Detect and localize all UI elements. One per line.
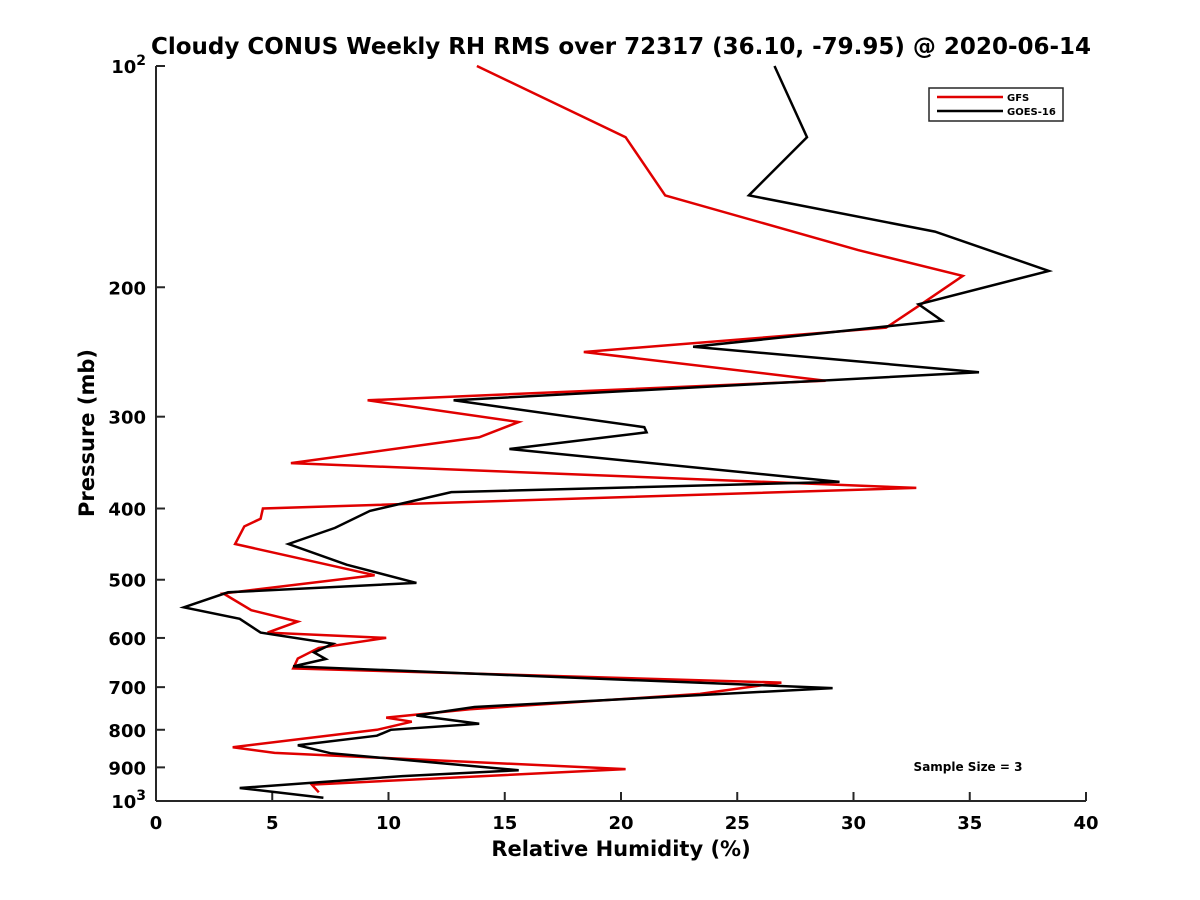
- y-tick-label: 102: [111, 53, 146, 78]
- x-tick-label: 15: [492, 813, 517, 834]
- legend-box: [928, 87, 1064, 122]
- y-tick-label: 800: [108, 721, 146, 742]
- y-tick-base: 10: [111, 792, 136, 813]
- x-tick-label: 40: [1073, 813, 1098, 834]
- axis-frame: [155, 66, 1086, 802]
- series-line-goes16: [179, 65, 1054, 800]
- y-tick-label: 700: [108, 678, 146, 699]
- y-tick-label: 900: [108, 758, 146, 779]
- x-tick-label: 20: [608, 813, 633, 834]
- x-tick-label: 30: [841, 813, 866, 834]
- y-tick-label: 600: [108, 629, 146, 650]
- y-tick-base: 10: [111, 57, 136, 78]
- y-tick-label: 300: [108, 408, 146, 429]
- x-tick-label: 0: [150, 813, 163, 834]
- y-tick-label: 400: [108, 500, 146, 521]
- y-tick-label: 500: [108, 571, 146, 592]
- series-line-gfs: [219, 64, 966, 794]
- y-tick-label: 103: [111, 788, 146, 813]
- x-tick-label: 25: [725, 813, 750, 834]
- x-tick-label: 5: [266, 813, 279, 834]
- legend-label-gfs: GFS: [1007, 93, 1029, 104]
- series-group: [179, 64, 1054, 800]
- y-tick-exponent: 3: [136, 788, 146, 804]
- x-ticks: 0 5 10 15 20 25 30 35 40: [150, 792, 1099, 834]
- y-axis-label: Pressure (mb): [75, 349, 99, 517]
- x-tick-label: 35: [957, 813, 982, 834]
- x-tick-label: 10: [376, 813, 401, 834]
- sample-size-annotation: Sample Size = 3: [914, 760, 1023, 774]
- y-tick-exponent: 2: [136, 53, 146, 69]
- legend-label-goes16: GOES-16: [1007, 107, 1056, 118]
- legend: GFS GOES-16: [928, 87, 1064, 122]
- chart-title: Cloudy CONUS Weekly RH RMS over 72317 (3…: [151, 34, 1091, 60]
- x-axis-label: Relative Humidity (%): [491, 837, 750, 861]
- y-tick-label: 200: [108, 278, 146, 299]
